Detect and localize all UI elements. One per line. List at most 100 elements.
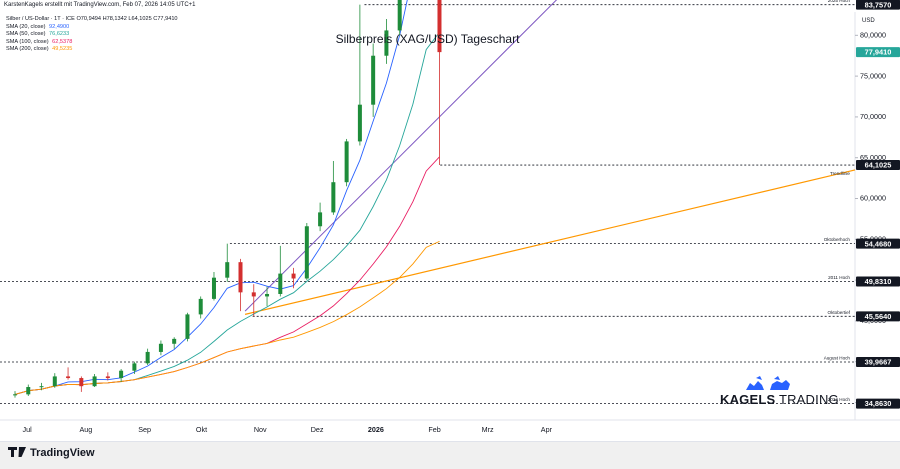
y-axis-tick: 65,0000 — [860, 153, 886, 162]
candle-body — [132, 363, 137, 371]
candle-body — [397, 0, 402, 31]
candle — [371, 43, 376, 117]
candle — [172, 337, 177, 349]
price-level-label: 2025 Hoch — [828, 0, 851, 3]
footer-bar — [0, 441, 900, 469]
price-level-label: 2024 Hoch — [828, 397, 851, 402]
candle-body — [158, 343, 163, 352]
candle-body — [119, 370, 124, 379]
price-level-value: 39,9667 — [865, 358, 892, 367]
price-level-tag — [856, 0, 900, 10]
candle-body — [251, 292, 256, 297]
y-axis-tick: 80,0000 — [860, 31, 886, 40]
x-axis-tick: Feb — [428, 425, 440, 434]
x-axis-tick: 2026 — [368, 425, 384, 434]
price-level-tag — [856, 276, 900, 287]
candle-body — [52, 376, 57, 387]
sma-20-line — [14, 0, 408, 395]
price-level-value: 49,8310 — [865, 277, 892, 286]
candle-body — [66, 376, 71, 379]
sma-value: 76,6233 — [49, 31, 70, 38]
candle-body — [225, 262, 230, 278]
sma-label: SMA (20, close) — [6, 23, 46, 30]
candle — [265, 286, 270, 307]
candle — [185, 312, 190, 342]
trendline-purple — [244, 0, 558, 312]
x-axis-tick: Apr — [541, 425, 553, 434]
candle — [198, 296, 203, 319]
tradingview-logo[interactable]: TradingView — [8, 447, 95, 459]
candle — [251, 284, 256, 317]
candle-body — [437, 0, 442, 53]
x-axis-tick: Dez — [311, 425, 324, 434]
candle — [13, 391, 17, 398]
x-axis-tick: Mrz — [482, 425, 494, 434]
x-axis-tick: Jul — [23, 425, 33, 434]
candle-body — [318, 212, 323, 227]
price-level-value: 83,7570 — [865, 0, 892, 9]
candle-body — [13, 394, 17, 396]
sma-50-line — [14, 31, 440, 395]
candle — [397, 0, 402, 36]
candle-body — [238, 262, 243, 293]
sma-value: 62,5378 — [52, 38, 73, 45]
price-level-value: 54,4680 — [865, 239, 892, 248]
sma-label: SMA (200, close) — [6, 46, 49, 53]
candle — [437, 0, 442, 166]
attribution-text: KarstenKagels erstellt mit TradingView.c… — [4, 2, 196, 8]
price-level-value: 64,1025 — [865, 161, 892, 170]
candle — [66, 367, 71, 380]
candle-body — [344, 141, 349, 183]
chart-title: Silberpreis (XAG/USD) Tageschart — [335, 32, 520, 46]
candle — [225, 243, 230, 282]
sma-value: 92,4900 — [49, 23, 70, 30]
price-level-label: Oktobertief — [828, 310, 851, 315]
candle — [238, 258, 243, 312]
trendline-label: Trendlinie — [830, 171, 850, 176]
kagels-trading-logo: KAGELS TRADING — [720, 392, 839, 407]
candle — [211, 271, 216, 301]
kagels-rest: TRADING — [775, 392, 839, 407]
candle-body — [145, 351, 150, 364]
price-level-tag — [856, 47, 900, 58]
candle — [384, 19, 389, 64]
candle — [119, 369, 124, 383]
x-axis-tick: Aug — [80, 425, 93, 434]
candle-body — [265, 293, 270, 297]
candle — [344, 138, 349, 187]
chart-legend: Silber / US-Dollar · 1T · ICE O70,9494 H… — [6, 16, 178, 54]
candle — [318, 202, 323, 232]
tradingview-logo-text: TradingView — [30, 447, 95, 459]
x-axis-tick: Nov — [254, 425, 267, 434]
sma-200-line — [14, 240, 440, 395]
price-level-tag — [856, 356, 900, 367]
price-level-value: 34,8630 — [865, 399, 892, 408]
x-axis-tick: Okt — [196, 425, 207, 434]
sma-label: SMA (50, close) — [6, 31, 46, 38]
trendline-orange — [244, 169, 856, 315]
candle-body — [198, 298, 203, 315]
candle — [39, 382, 44, 391]
candle — [145, 348, 150, 365]
candle — [331, 160, 336, 215]
candle — [158, 340, 163, 356]
y-axis-tick: 75,0000 — [860, 71, 886, 80]
candle-body — [26, 387, 31, 395]
price-level-value: 77,9410 — [865, 48, 892, 57]
candle-body — [39, 386, 44, 388]
candle — [105, 372, 110, 381]
legend-sma-100: SMA (100, close) 62,5378 — [6, 39, 178, 47]
candle — [278, 245, 283, 297]
candle-body — [357, 104, 362, 142]
legend-sma-20: SMA (20, close) 92,4900 — [6, 24, 178, 32]
price-level-tag — [856, 311, 900, 322]
tradingview-logo-icon — [8, 447, 26, 457]
candle-body — [92, 376, 97, 387]
candle — [132, 361, 137, 374]
candle — [79, 376, 84, 392]
candle-body — [371, 55, 376, 105]
candle — [304, 223, 309, 281]
price-level-label: August Hoch — [824, 355, 851, 360]
sma-label: SMA (100, close) — [6, 38, 49, 45]
